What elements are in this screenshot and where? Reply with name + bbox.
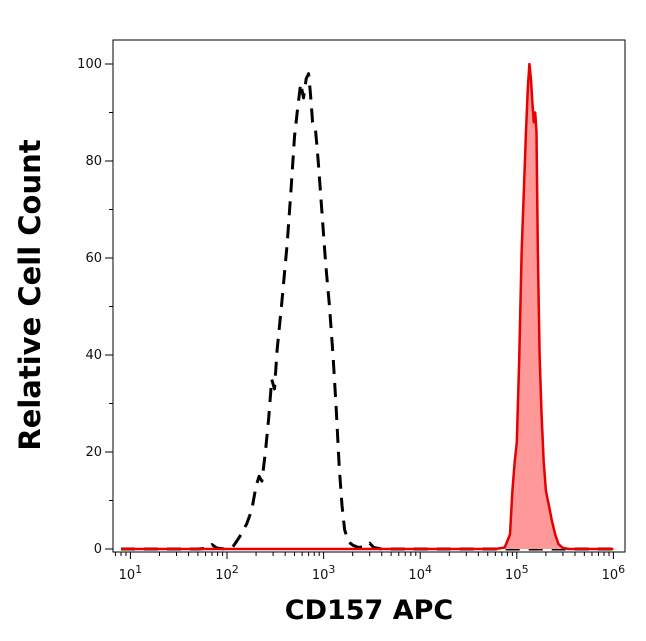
x-tick-label: 102 <box>215 563 239 583</box>
y-tick-label: 0 <box>94 542 102 557</box>
axis-layer: 0 20 40 60 80 100 101 102 103 104 105 106 <box>77 57 625 583</box>
x-tick-label: 101 <box>119 563 143 583</box>
x-tick-label: 106 <box>602 563 626 583</box>
y-tick-label: 20 <box>85 445 102 460</box>
series-layer <box>121 62 614 551</box>
x-tick-label: 104 <box>408 563 432 583</box>
y-tick-label: 60 <box>85 251 102 266</box>
series-line-0 <box>121 72 614 551</box>
y-tick-label: 100 <box>77 57 102 72</box>
y-tick-label: 40 <box>85 348 102 363</box>
y-axis-title: Relative Cell Count <box>13 139 47 450</box>
y-tick-label: 80 <box>85 154 102 169</box>
x-axis-title: CD157 APC <box>285 595 454 626</box>
x-tick-label: 103 <box>312 563 336 583</box>
plot-frame <box>112 39 626 553</box>
x-tick-label: 105 <box>505 563 529 583</box>
series-line-1 <box>121 62 614 551</box>
